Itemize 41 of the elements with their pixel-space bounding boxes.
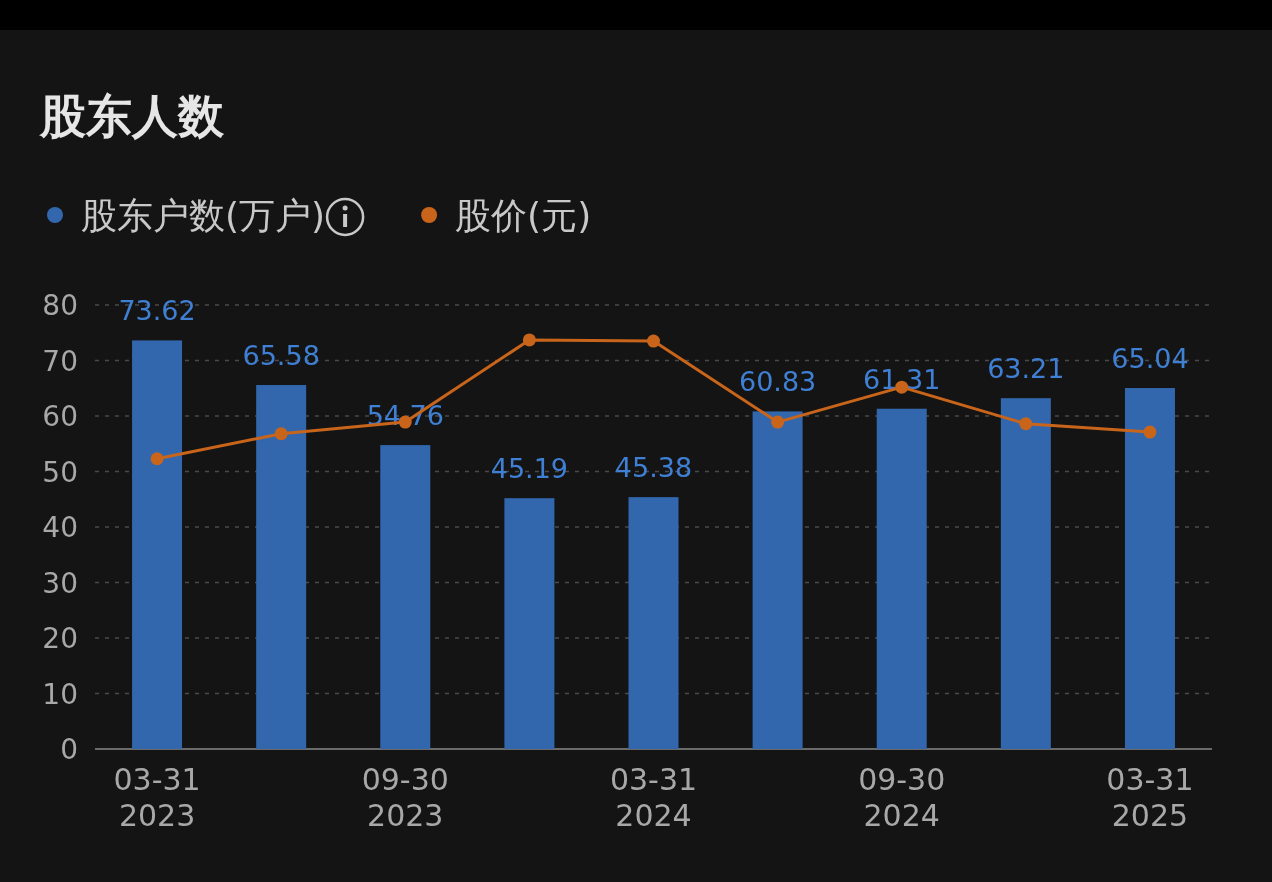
data-label: 73.62 [118, 295, 196, 327]
bar [380, 445, 431, 749]
y-tick-label: 10 [42, 677, 78, 711]
point [522, 333, 536, 347]
legend-label: 股价(元) [455, 195, 592, 236]
y-tick-label: 60 [42, 400, 78, 433]
bar [1124, 388, 1175, 749]
data-label: 63.21 [987, 353, 1065, 385]
bar [752, 411, 803, 749]
y-tick-label: 70 [42, 344, 78, 378]
y-tick-label: 50 [42, 455, 78, 489]
bar [1000, 398, 1051, 749]
point [1143, 425, 1157, 439]
x-tick-label: 09-30 2023 [361, 762, 449, 833]
bar [628, 497, 679, 749]
data-label: 61.31 [863, 363, 941, 395]
chart-title: 股东人数 [39, 89, 225, 143]
y-tick-label: 0 [60, 733, 78, 766]
legend-label: 股东户数(万户) [81, 195, 326, 236]
y-tick-label: 40 [42, 511, 78, 544]
data-label: 60.83 [738, 366, 817, 398]
point [1019, 417, 1033, 431]
data-label: 45.19 [490, 453, 569, 485]
data-label: 45.38 [614, 452, 693, 484]
y-tick-label: 80 [42, 289, 78, 322]
point [647, 334, 660, 348]
x-tick-label: 09-30 2024 [858, 762, 946, 833]
bar [876, 408, 927, 749]
x-tick-label: 03-31 2023 [113, 762, 201, 833]
y-tick-label: 20 [42, 622, 78, 655]
point [150, 452, 164, 466]
data-label: 65.58 [242, 340, 320, 372]
bar [504, 498, 555, 749]
data-label: 65.04 [1111, 343, 1189, 375]
x-tick-label: 03-31 2024 [609, 762, 698, 833]
point [274, 427, 288, 441]
bar [132, 340, 183, 749]
x-tick-label: 03-31 2025 [1106, 762, 1194, 833]
point [771, 415, 785, 429]
y-tick-label: 30 [42, 566, 78, 600]
bar [256, 385, 307, 749]
